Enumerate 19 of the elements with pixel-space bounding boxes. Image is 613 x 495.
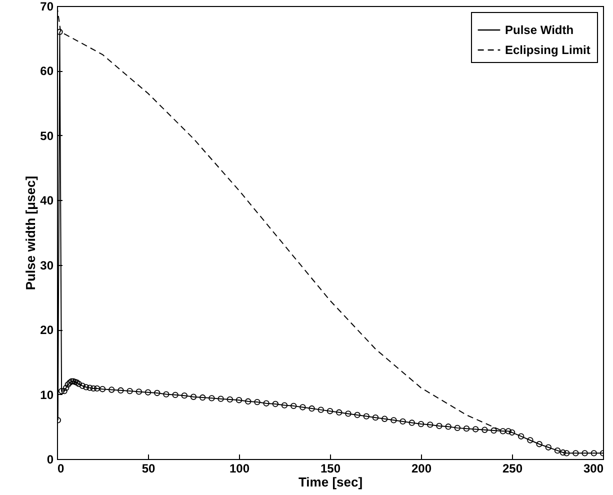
y-tick-label: 10	[40, 388, 54, 402]
legend-label: Pulse Width	[505, 23, 574, 37]
legend-label: Eclipsing Limit	[505, 43, 590, 57]
x-tick-label: 250	[502, 462, 523, 476]
x-tick-label: 200	[411, 462, 432, 476]
x-tick-label: 50	[142, 462, 156, 476]
y-tick-label: 40	[40, 194, 54, 208]
y-tick-label: 60	[40, 64, 54, 78]
x-tick-label: 150	[320, 462, 341, 476]
y-tick-label: 50	[40, 128, 54, 143]
y-tick-label: 0	[46, 452, 54, 466]
y-tick-label: 30	[40, 258, 54, 272]
y-axis-title: Pulse width [μsec]	[23, 176, 38, 290]
x-tick-label: 100	[229, 462, 250, 476]
y-tick-label: 20	[40, 323, 54, 338]
y-tick-label: 70	[40, 0, 54, 14]
x-tick-label: 300	[583, 462, 604, 476]
x-axis-title: Time [sec]	[298, 474, 363, 490]
x-tick-label: 0	[58, 462, 64, 476]
